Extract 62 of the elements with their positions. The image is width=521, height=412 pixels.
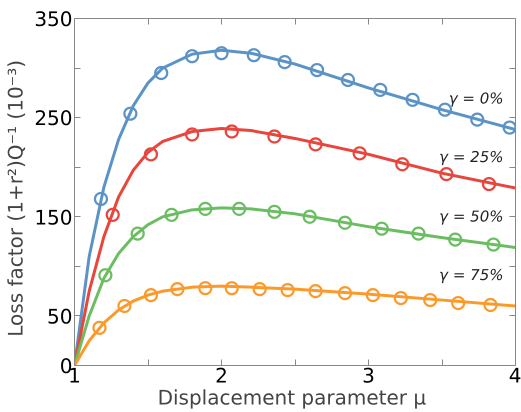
y-axis-title: Loss factor (1+r²)Q⁻¹ (10⁻³)	[3, 60, 28, 337]
x-axis-title: Displacement parameter μ	[158, 386, 426, 410]
point	[308, 284, 323, 298]
point	[406, 92, 420, 107]
point	[267, 129, 282, 144]
point	[448, 232, 462, 247]
point	[338, 286, 352, 300]
point	[310, 62, 324, 78]
point	[486, 237, 501, 252]
series-label: γ = 50%	[439, 208, 504, 226]
point	[252, 282, 267, 296]
point	[106, 208, 120, 222]
point	[302, 210, 317, 224]
point	[164, 208, 179, 222]
point	[411, 226, 426, 241]
point	[214, 46, 229, 60]
point	[198, 202, 212, 216]
point	[373, 82, 388, 97]
point	[232, 202, 246, 216]
series-label: γ = 75%	[439, 266, 504, 284]
point	[224, 124, 239, 139]
point	[338, 216, 352, 230]
point	[423, 292, 438, 308]
point	[117, 298, 132, 314]
point	[92, 320, 107, 335]
point	[451, 296, 466, 310]
y-tick-label: 250	[34, 106, 73, 130]
point	[94, 192, 108, 206]
point	[98, 268, 112, 282]
point	[439, 167, 454, 182]
point	[246, 48, 261, 62]
point	[482, 176, 496, 192]
point	[198, 281, 212, 296]
point	[144, 147, 158, 162]
point	[308, 137, 323, 152]
point	[154, 66, 168, 80]
x-tick-label: 4	[508, 364, 521, 388]
point	[352, 146, 367, 160]
x-tick-label: 2	[215, 364, 228, 388]
point	[483, 298, 498, 312]
y-tick-label: 350	[34, 7, 73, 31]
point	[185, 127, 200, 142]
point	[278, 55, 292, 70]
point	[340, 72, 356, 88]
point	[470, 112, 484, 127]
point	[144, 288, 158, 302]
point	[267, 204, 282, 219]
y-tick-label: 150	[34, 205, 73, 230]
point	[130, 226, 145, 241]
point	[366, 288, 380, 302]
series-label: γ = 25%	[439, 148, 504, 166]
point	[374, 222, 389, 236]
x-tick-label: 3	[362, 364, 375, 388]
y-tick-label: 50	[47, 304, 73, 328]
series-label: γ = 0%	[448, 90, 504, 108]
point	[280, 283, 295, 298]
point	[224, 281, 239, 296]
point	[123, 106, 138, 121]
point	[395, 157, 410, 172]
point	[394, 290, 408, 306]
point	[185, 49, 200, 64]
point	[170, 282, 184, 296]
